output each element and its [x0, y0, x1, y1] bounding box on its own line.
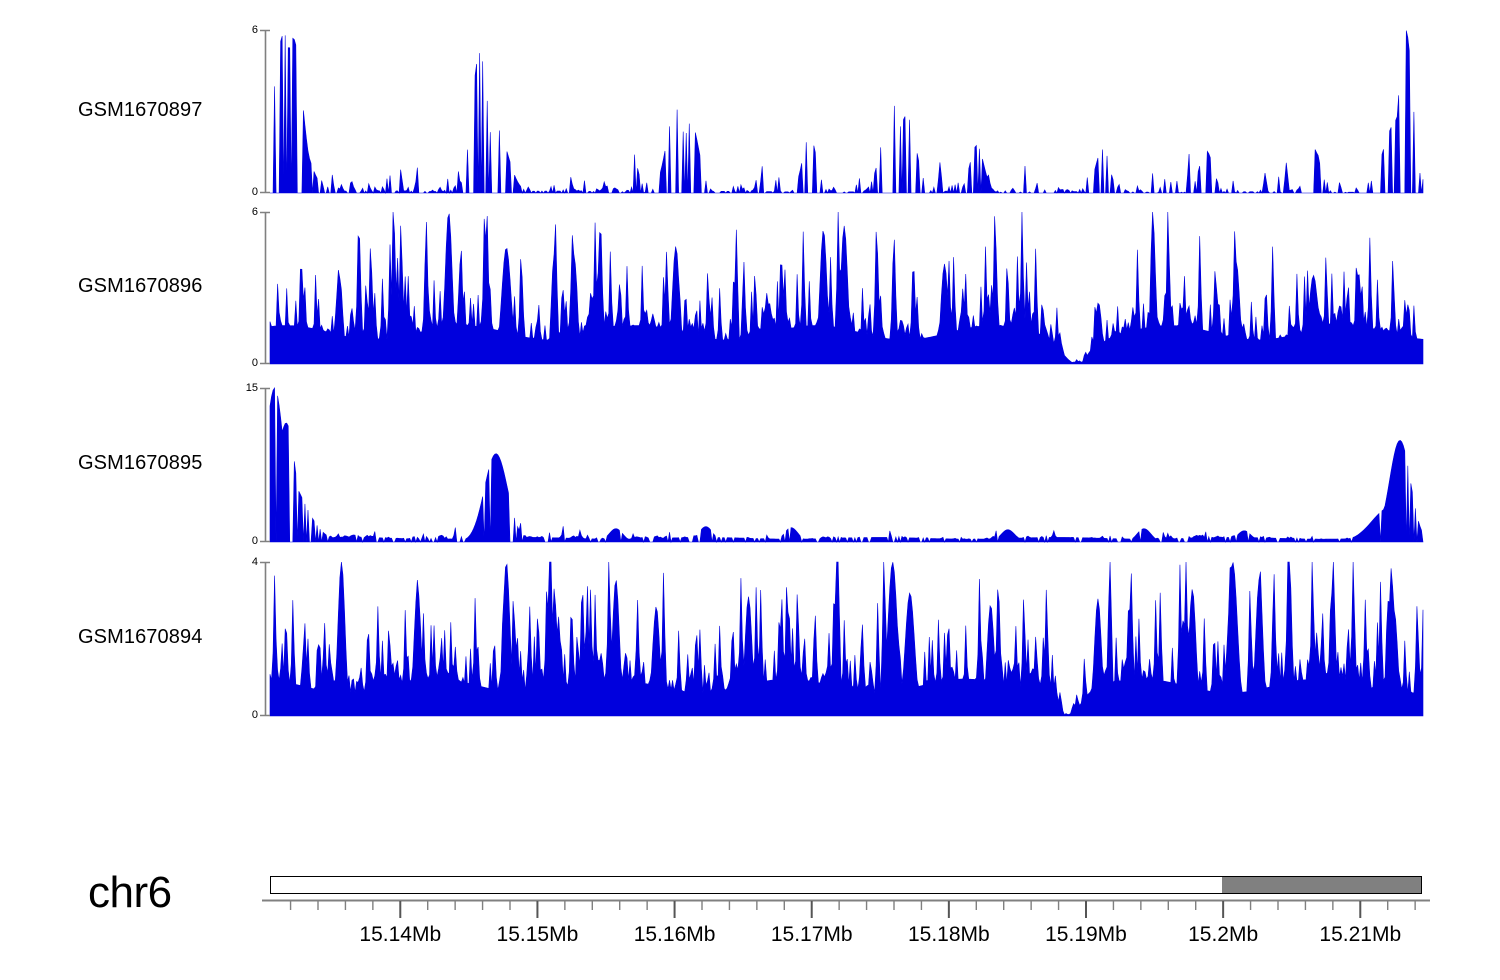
coverage-histogram	[260, 387, 1424, 544]
ruler-tick-label: 15.16Mb	[633, 923, 716, 946]
track-sample-label: GSM1670895	[78, 452, 203, 474]
coverage-area	[269, 561, 1424, 717]
track-ymin-label: 0	[251, 535, 258, 547]
chromosome-name-label: chr6	[88, 868, 172, 917]
track-ymax-label: 4	[251, 556, 258, 568]
track-y-axis	[260, 29, 270, 194]
ruler-tick-label: 15.2Mb	[1188, 923, 1259, 946]
coverage-track-gsm1670897[interactable]: GSM1670897 6 0	[0, 25, 1500, 198]
track-plot-area[interactable]	[260, 29, 1424, 195]
ruler-tick-label: 15.19Mb	[1045, 923, 1127, 946]
ruler-tick-label: 15.15Mb	[496, 923, 579, 946]
ideogram-stained-band	[1222, 877, 1421, 893]
track-y-axis	[260, 561, 270, 717]
track-y-axis	[260, 211, 270, 365]
track-sample-label: GSM1670896	[78, 275, 203, 297]
track-ymax-label: 15	[245, 382, 258, 394]
coverage-track-gsm1670894[interactable]: GSM1670894 4 0	[0, 557, 1500, 721]
coverage-area	[270, 30, 1424, 195]
ruler-tick-label: 15.21Mb	[1319, 923, 1402, 946]
ruler-tick-label: 15.18Mb	[907, 923, 990, 946]
ruler-tick-label: 15.14Mb	[359, 923, 442, 946]
track-sample-label: GSM1670897	[78, 98, 203, 121]
track-ymax-label: 6	[251, 206, 258, 218]
track-ymin-label: 0	[251, 186, 258, 198]
coverage-area	[269, 211, 1424, 365]
track-sample-label: GSM1670894	[78, 626, 203, 648]
coverage-histogram	[260, 211, 1424, 365]
track-ymin-label: 0	[251, 709, 258, 721]
track-plot-area[interactable]	[260, 561, 1424, 717]
coverage-track-gsm1670896[interactable]: GSM1670896 6 0	[0, 207, 1500, 369]
track-plot-area[interactable]	[260, 387, 1424, 544]
coverage-histogram	[260, 561, 1424, 717]
coverage-area	[269, 387, 1424, 544]
coverage-histogram	[260, 29, 1424, 195]
track-ymin-label: 0	[251, 357, 258, 369]
ruler-tick-label: 15.17Mb	[770, 923, 853, 946]
coverage-track-gsm1670895[interactable]: GSM1670895 15 0	[0, 383, 1500, 547]
ideogram-bar[interactable]	[270, 876, 1422, 894]
ideogram-section: chr6 15.14Mb 15.15Mb 15.16Mb 15.17Mb 15.18Mb…	[0, 855, 1500, 980]
track-ymax-label: 6	[251, 24, 258, 36]
ruler-ticks	[262, 899, 1430, 918]
track-y-axis	[260, 387, 270, 543]
track-plot-area[interactable]	[260, 211, 1424, 365]
genomic-coordinate-ruler[interactable]: 15.14Mb 15.15Mb 15.16Mb 15.17Mb 15.18Mb 15.19…	[262, 899, 1430, 977]
